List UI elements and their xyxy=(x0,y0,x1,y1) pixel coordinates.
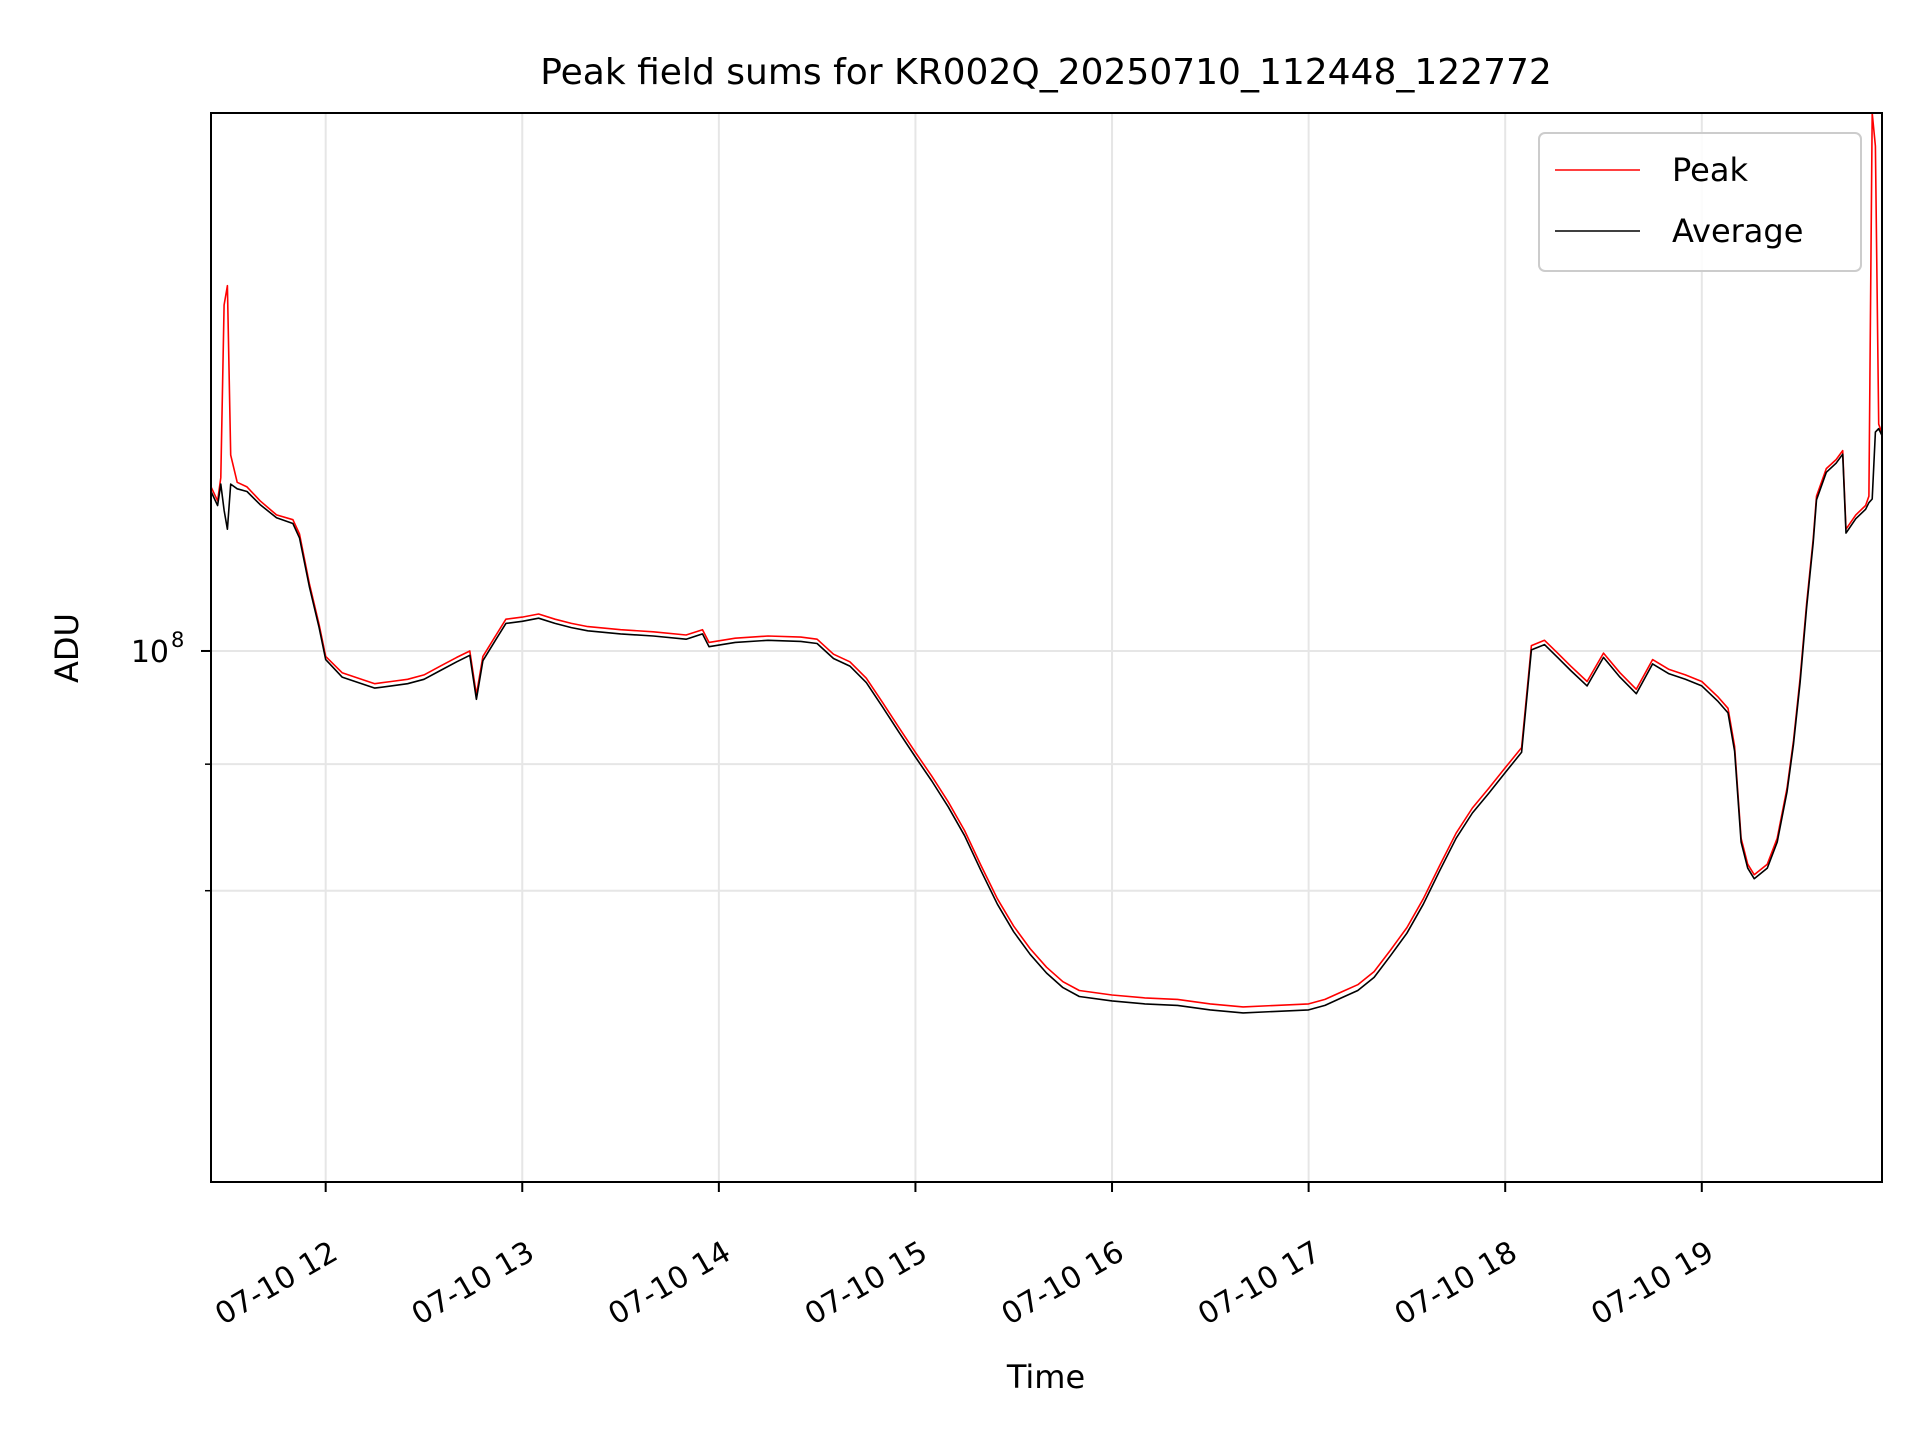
chart-title: Peak field sums for KR002Q_20250710_1124… xyxy=(540,52,1552,93)
series-line-peak xyxy=(211,113,1882,1008)
y-tick-label: 10 xyxy=(131,635,169,670)
series-line-average xyxy=(211,427,1882,1014)
y-axis-label: ADU xyxy=(48,613,86,683)
legend-box xyxy=(1538,132,1862,272)
legend-label-average: Average xyxy=(1672,212,1803,250)
legend: Peak Average xyxy=(1538,132,1862,272)
legend-label-peak: Peak xyxy=(1672,151,1748,189)
plot-frame xyxy=(210,112,1883,1183)
series-layer xyxy=(211,113,1882,1014)
y-tick-exponent: 8 xyxy=(171,628,184,652)
x-axis-label: Time xyxy=(1006,1358,1085,1396)
